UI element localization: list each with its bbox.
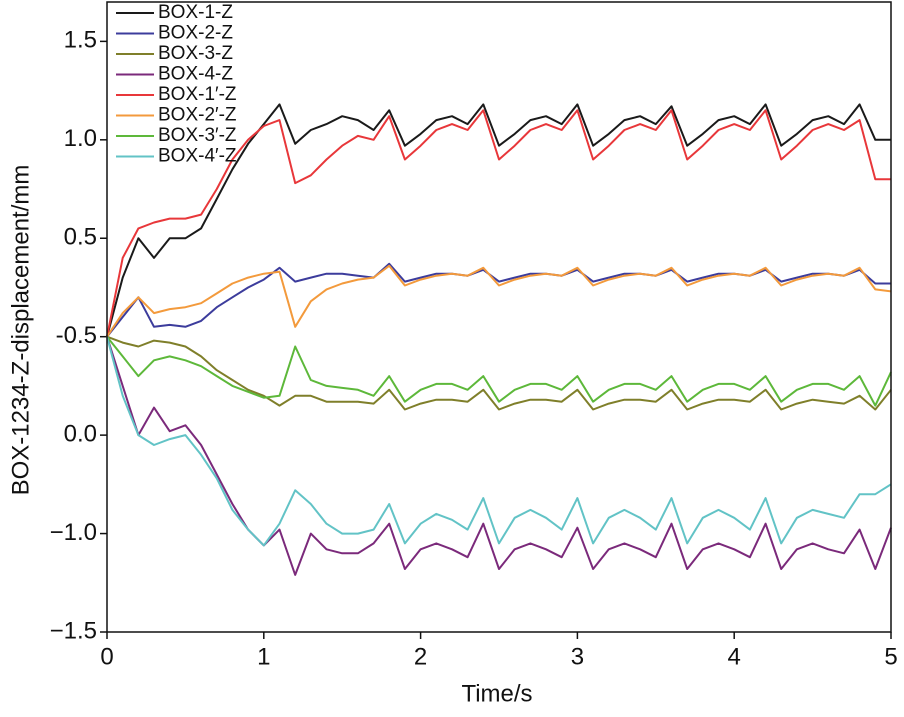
legend-label: BOX-3-Z — [158, 43, 233, 64]
x-tick-label: 1 — [257, 643, 270, 670]
legend-label: BOX-2-Z — [158, 23, 233, 44]
series-line — [106, 335, 892, 411]
x-tick-label: 5 — [884, 643, 897, 670]
y-tick-label: 0.0 — [64, 420, 97, 447]
legend-label: BOX-4-Z — [158, 64, 233, 85]
y-axis-label: BOX-1234-Z-displacement/mm — [7, 165, 34, 496]
plot-frame — [106, 1, 892, 633]
legend-label: BOX-4′-Z — [158, 146, 237, 167]
series-line — [106, 336, 892, 407]
y-tick-label: -0.5 — [56, 322, 97, 349]
y-tick-label: 1.5 — [64, 27, 97, 54]
series-line — [106, 264, 892, 338]
legend-label: BOX-2′-Z — [158, 105, 237, 126]
legend-label: BOX-1′-Z — [158, 84, 237, 105]
x-tick-label: 4 — [728, 643, 741, 670]
series-line — [106, 336, 892, 547]
x-tick-label: 2 — [414, 643, 427, 670]
legend-label: BOX-1-Z — [158, 2, 233, 23]
series-line — [106, 103, 891, 337]
y-tick-label: −1.5 — [50, 617, 97, 644]
x-tick-label: 0 — [100, 643, 113, 670]
y-tick-label: −1.0 — [50, 519, 97, 546]
x-tick-label: 3 — [571, 643, 584, 670]
series-line — [106, 336, 892, 576]
y-tick-label: 0.5 — [64, 224, 97, 251]
series-line — [106, 109, 891, 337]
series-line — [106, 262, 891, 338]
legend-label: BOX-3′-Z — [158, 125, 237, 146]
y-tick-label: 1.0 — [64, 125, 97, 152]
x-axis-label: Time/s — [461, 680, 532, 707]
